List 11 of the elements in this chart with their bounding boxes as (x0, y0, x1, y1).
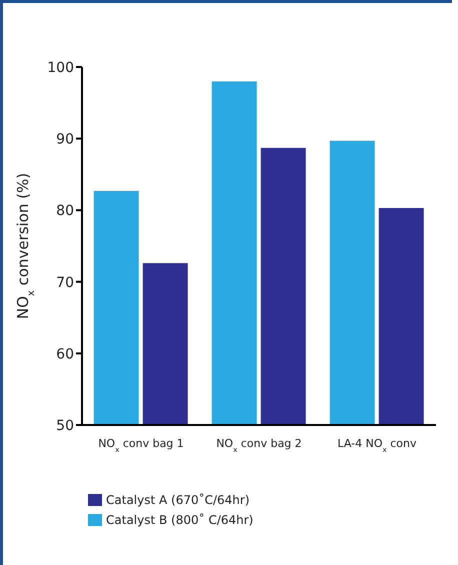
x-tick-label: NO$_{x}$ conv bag 2 (216, 437, 302, 454)
y-tick-label: 60 (56, 346, 74, 362)
y-tick-label: 70 (56, 274, 74, 291)
x-tick-label: LA-4 NO$_{x}$ conv (337, 437, 417, 454)
x-tick-label: NO$_{x}$ conv bag 1 (98, 437, 184, 454)
y-tick-label: 90 (56, 132, 74, 148)
legend-label: Catalyst A (670˚C/64hr) (106, 493, 250, 507)
y-tick-label: 80 (56, 203, 74, 220)
legend-label: Catalyst B (800˚ C/64hr) (106, 513, 254, 527)
y-tick-label: 100 (47, 60, 74, 76)
y-tick-label: 50 (56, 418, 74, 434)
